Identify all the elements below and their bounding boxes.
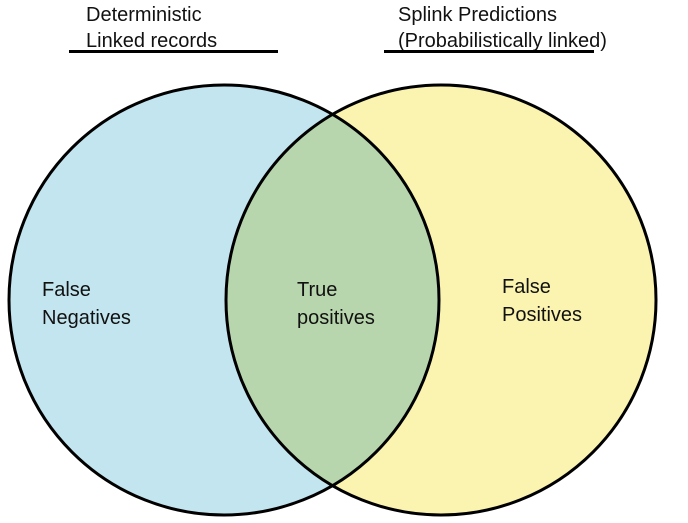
false-positives-line2: Positives bbox=[502, 304, 583, 326]
false-negatives-line1: False bbox=[42, 279, 91, 301]
false-positives-line1: False bbox=[502, 276, 551, 298]
left-set-header-line1: Deterministic bbox=[86, 4, 202, 26]
true-positives-line2: positives bbox=[297, 307, 375, 329]
right-set-header: Splink Predictions (Probabilistically li… bbox=[398, 2, 607, 54]
overlap-region bbox=[226, 85, 439, 515]
false-positives-label: False Positives bbox=[502, 273, 582, 329]
left-set-header: Deterministic Linked records bbox=[86, 2, 217, 54]
true-positives-line1: True bbox=[297, 279, 338, 301]
true-positives-label: True positives bbox=[297, 276, 375, 332]
left-header-underline bbox=[69, 50, 278, 53]
right-set-header-line1: Splink Predictions bbox=[398, 4, 557, 26]
false-negatives-line2: Negatives bbox=[42, 307, 131, 329]
left-circle-outline bbox=[7, 83, 441, 517]
left-set-header-line2: Linked records bbox=[86, 30, 218, 52]
right-set-header-line2: (Probabilistically linked) bbox=[398, 30, 607, 52]
false-negatives-label: False Negatives bbox=[42, 276, 131, 332]
right-circle-outline bbox=[224, 83, 658, 517]
right-header-underline bbox=[384, 50, 594, 53]
